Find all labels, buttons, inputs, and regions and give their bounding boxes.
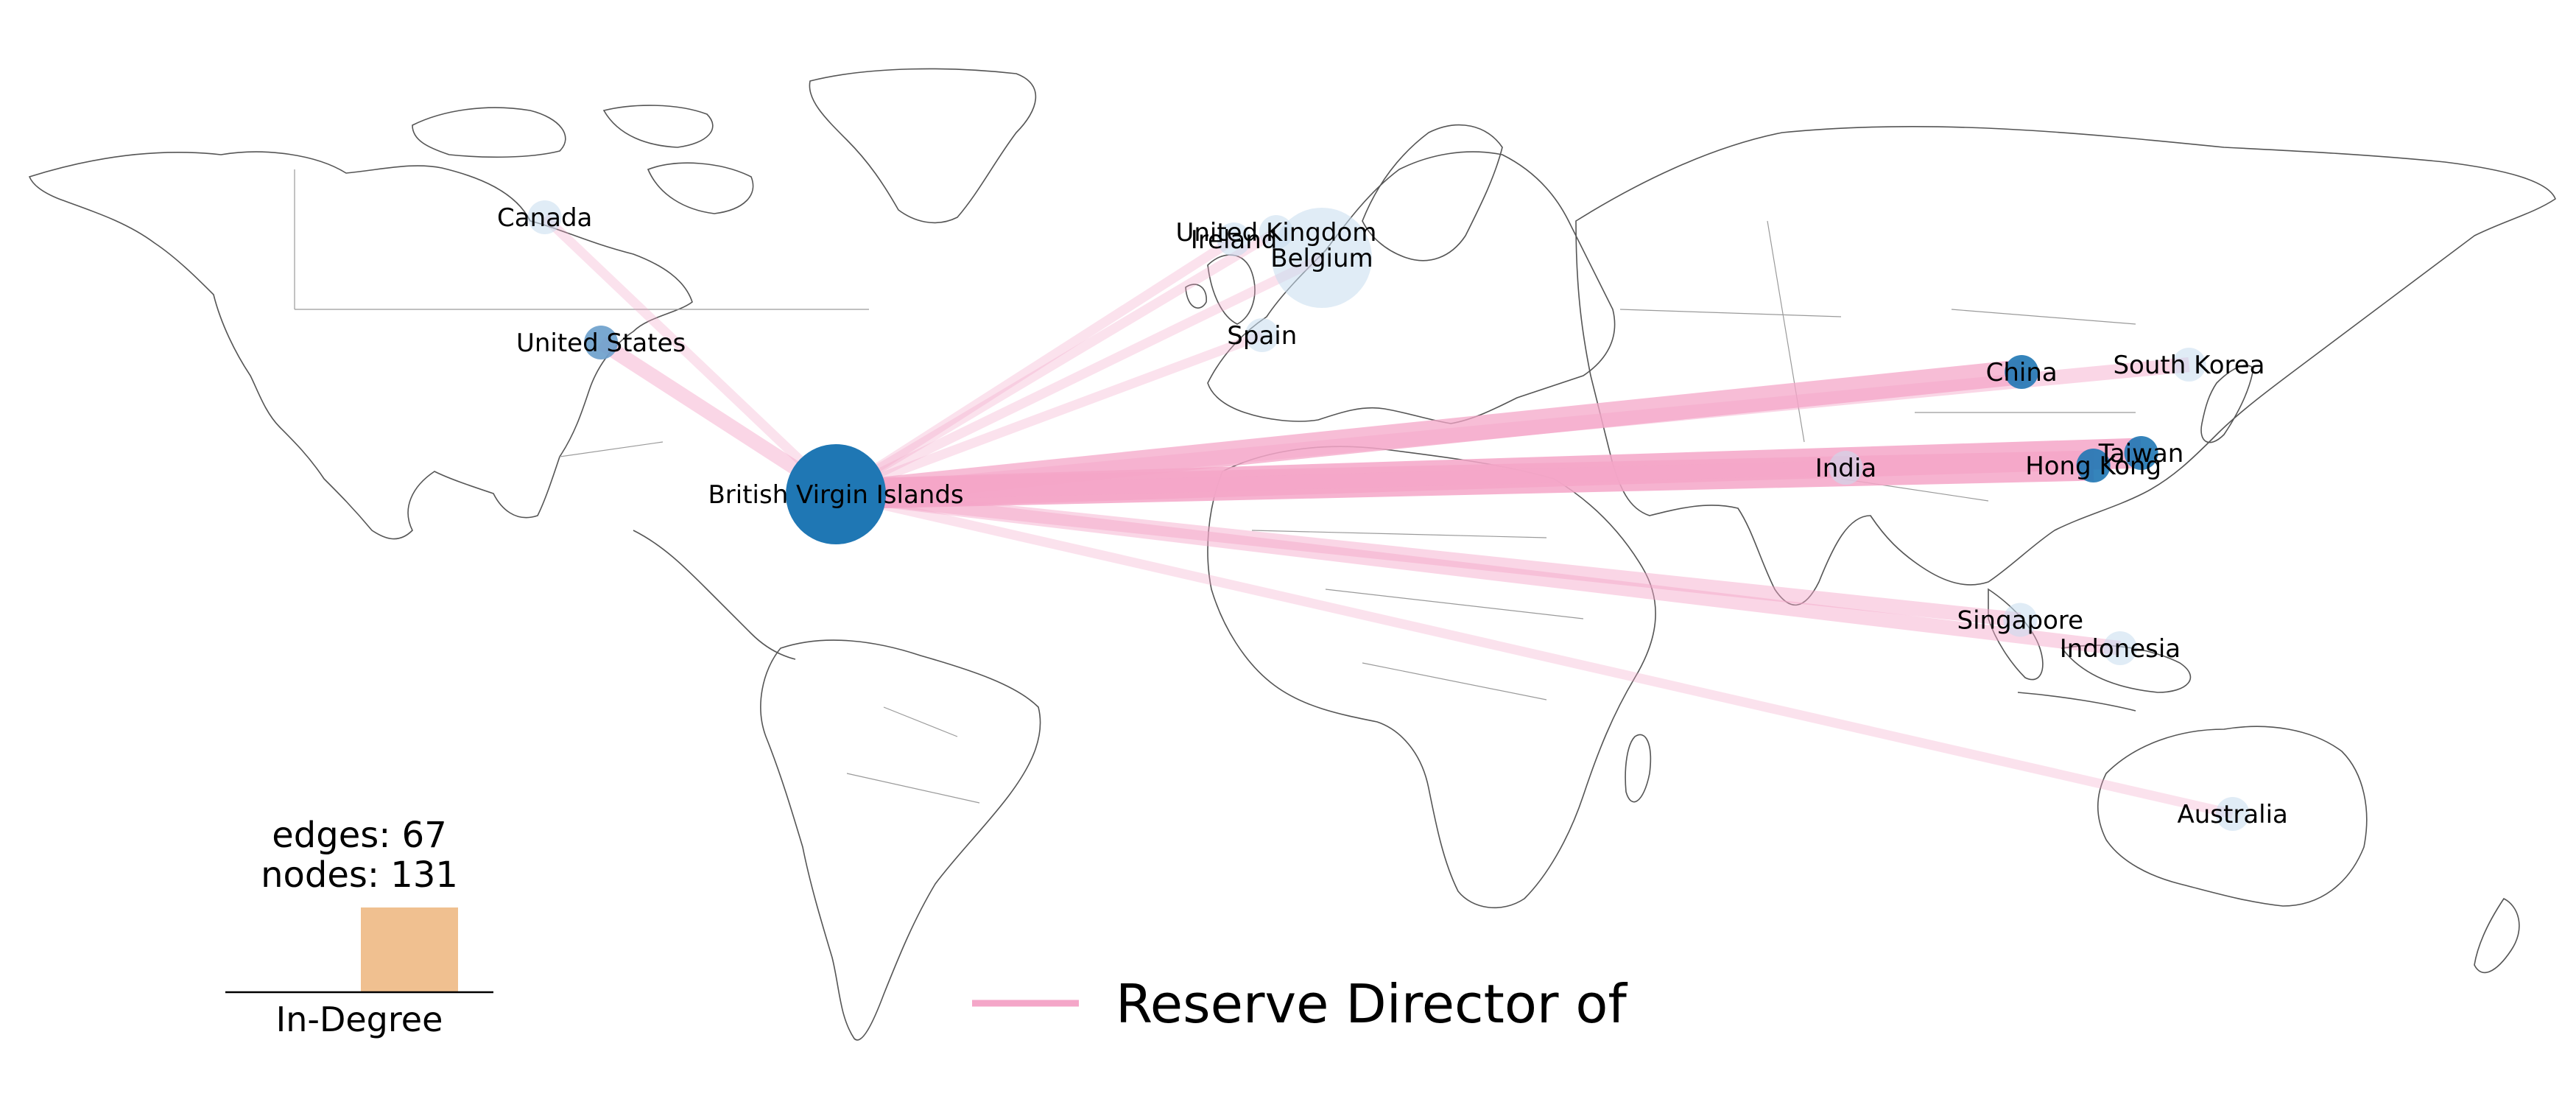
edge-united-kingdom — [833, 228, 1279, 499]
label-taiwan: Taiwan — [2098, 439, 2184, 468]
node-british-virgin-islands[interactable] — [786, 444, 887, 544]
landmass-australia — [2097, 726, 2368, 907]
node-layer — [527, 200, 2250, 831]
edge-layer — [541, 214, 2234, 819]
landmass-central-america — [633, 530, 796, 660]
label-united-states: United States — [516, 329, 686, 358]
node-indonesia[interactable] — [2102, 631, 2137, 665]
node-belgium[interactable] — [1271, 208, 1372, 308]
landmass-arctic-islands — [412, 105, 754, 214]
label-belgium: Belgium — [1270, 244, 1373, 273]
node-china[interactable] — [2005, 355, 2039, 389]
landmass-greenland — [809, 68, 1037, 224]
node-taiwan[interactable] — [2124, 436, 2158, 470]
node-count: nodes: 131 — [261, 854, 458, 896]
edge-count: edges: 67 — [272, 815, 447, 856]
label-spain: Spain — [1227, 321, 1297, 351]
edge-singapore — [835, 487, 2021, 628]
legend-label: Reserve Director of — [1116, 973, 1627, 1035]
landmass-madagascar — [1625, 734, 1652, 803]
edge-ireland — [833, 235, 1237, 499]
edge-australia — [834, 489, 2234, 819]
label-indonesia: Indonesia — [2060, 634, 2181, 664]
landmass-south-america — [760, 639, 1041, 1041]
node-canada[interactable] — [527, 200, 562, 234]
node-spain[interactable] — [1245, 318, 1279, 352]
node-united-states[interactable] — [584, 326, 619, 359]
label-canada: Canada — [497, 203, 592, 233]
label-china: China — [1986, 358, 2058, 387]
label-hong-kong: Hong Kong — [2025, 452, 2161, 481]
in-degree-histogram — [361, 907, 458, 992]
node-ireland[interactable] — [1217, 222, 1251, 256]
node-india[interactable] — [1829, 451, 1863, 485]
edge-hong-kong — [835, 450, 2094, 510]
label-south-korea: South Korea — [2113, 351, 2264, 380]
edge-canada — [541, 214, 840, 498]
label-india: India — [1815, 454, 1876, 483]
node-hong-kong[interactable] — [2076, 449, 2111, 482]
label-singapore: Singapore — [1957, 606, 2084, 636]
edge-india — [835, 460, 1846, 502]
label-layer: Canada United States United KingdomIreland… — [497, 203, 2288, 829]
stats-panel: edges: 67 nodes: 131 In-Degree — [225, 815, 493, 1039]
legend: Reserve Director of — [972, 973, 1627, 1035]
histogram-label: In-Degree — [276, 1000, 443, 1039]
label-ireland: Ireland — [1191, 225, 1278, 255]
landmass-north-america — [28, 151, 693, 540]
country-borders — [294, 169, 2136, 804]
label-united-kingdom: United Kingdom — [1175, 218, 1376, 247]
label-australia: Australia — [2177, 800, 2287, 829]
node-australia[interactable] — [2215, 797, 2250, 831]
landmass-scandinavia — [1362, 124, 1503, 261]
landmass-japan — [2200, 365, 2254, 443]
landmass-new-zealand — [2474, 897, 2520, 974]
edge-spain — [834, 330, 1264, 499]
edge-indonesia — [834, 487, 2122, 656]
label-british-virgin-islands: British Virgin Islands — [708, 480, 963, 510]
node-south-korea[interactable] — [2172, 348, 2206, 382]
edge-belgium — [834, 253, 1324, 499]
node-singapore[interactable] — [2003, 603, 2038, 637]
histogram-bar — [361, 907, 458, 992]
landmass-asia — [1575, 125, 2556, 606]
